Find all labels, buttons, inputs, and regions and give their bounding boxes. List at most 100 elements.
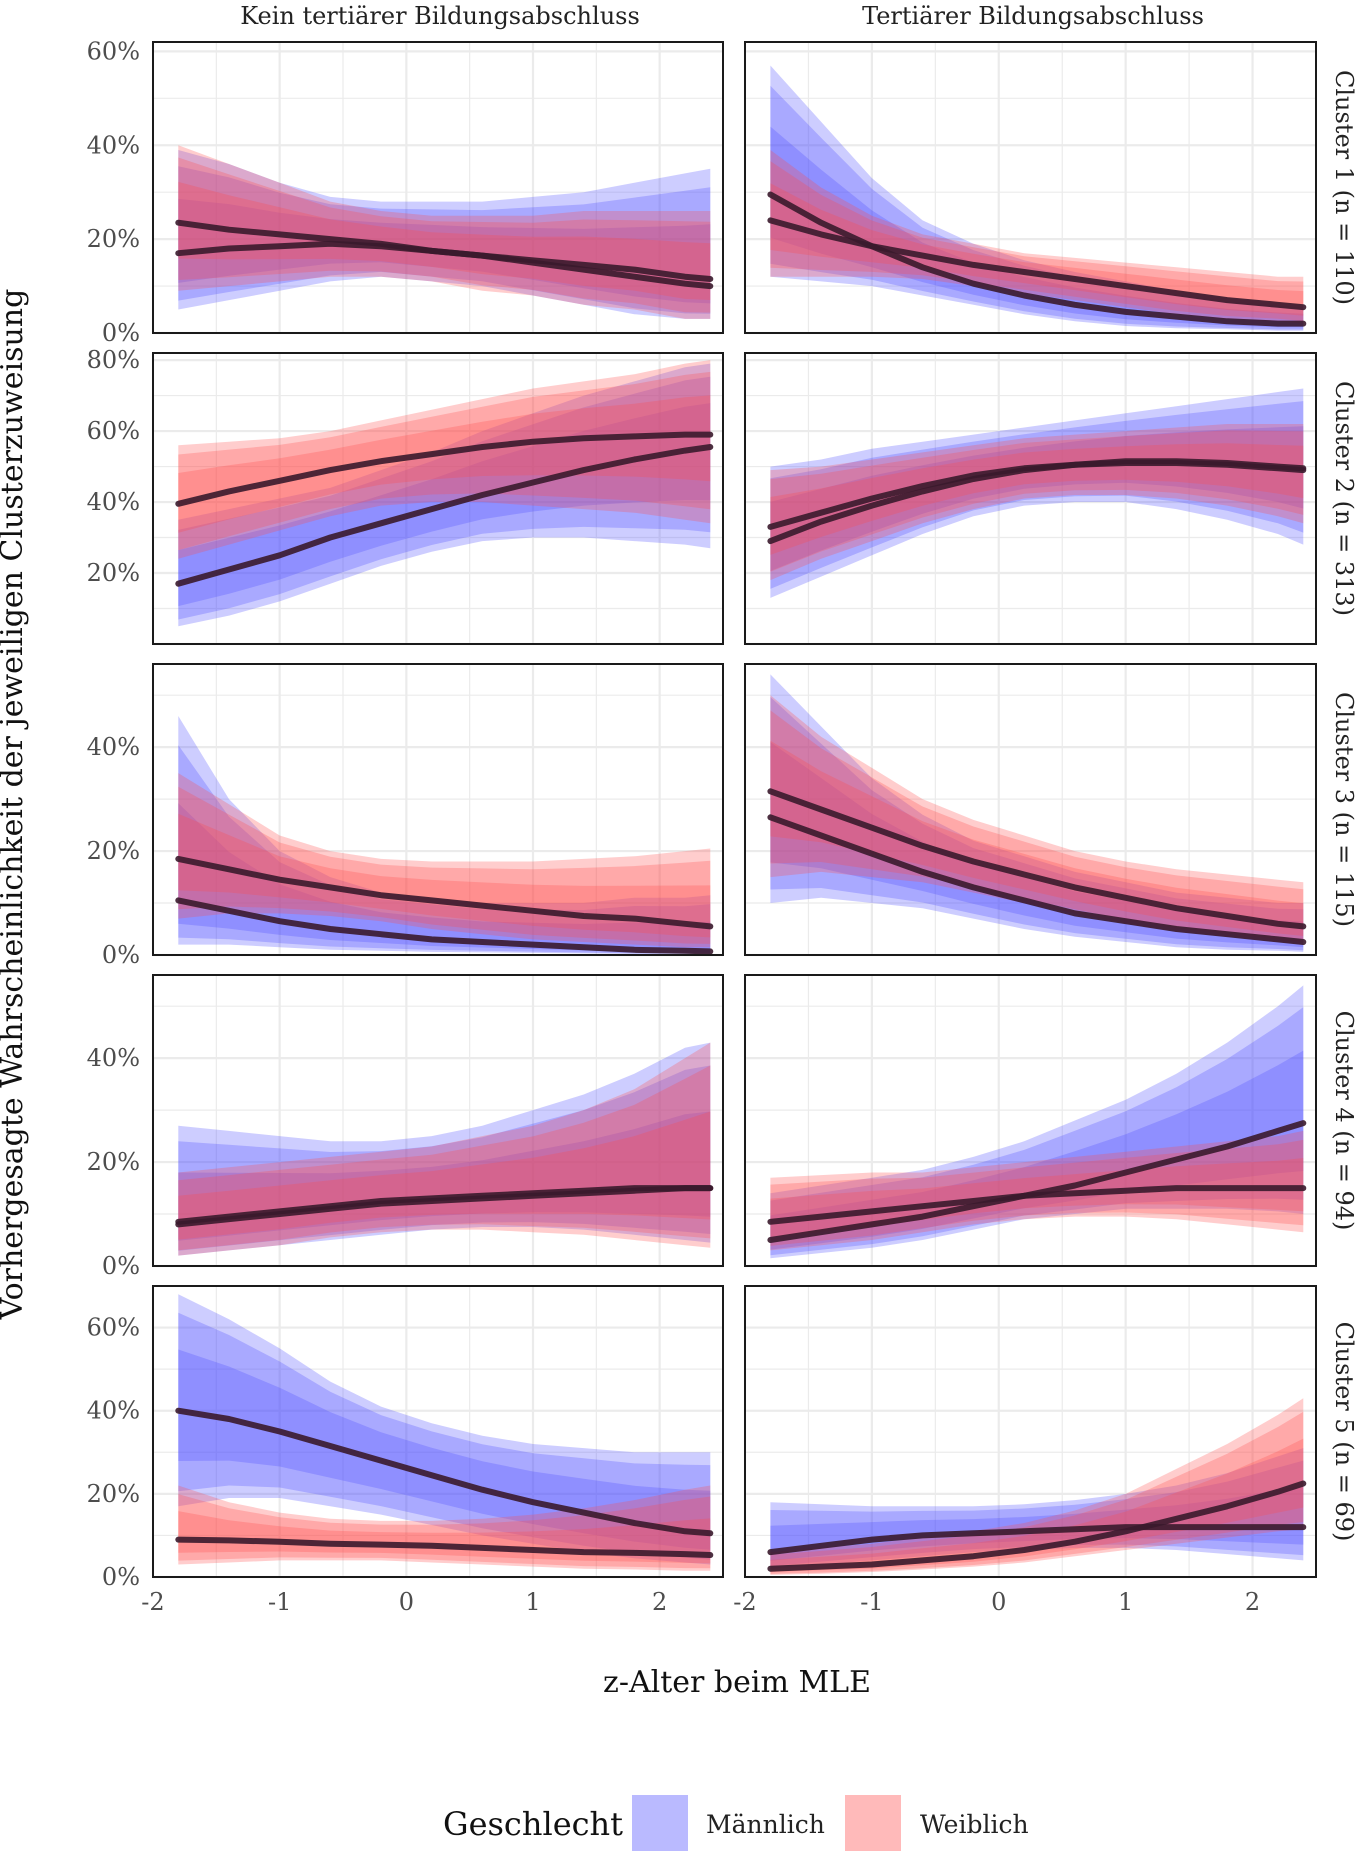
x-tick-label: 1 (525, 1588, 540, 1616)
line-weiblich (175, 1536, 714, 1558)
band-m-nnlich-80 (178, 745, 711, 954)
y-tick-label: 20% (87, 225, 140, 253)
panel-r4-c1: 0% 20% 40% (87, 974, 724, 1280)
panel-border (744, 974, 1317, 1267)
band-m-nnlich-95 (178, 1042, 711, 1256)
y-tick-label: 40% (87, 1044, 140, 1072)
plot-area (175, 360, 714, 627)
band-m-nnlich-80 (770, 697, 1304, 951)
y-tick-label: 0% (102, 1563, 140, 1591)
plot-area (767, 985, 1307, 1259)
y-tick-label: 80% (87, 346, 140, 374)
legend-label-maennlich: Männlich (706, 1810, 825, 1839)
plot-area (175, 1294, 714, 1571)
band-weiblich-80 (770, 710, 1304, 942)
line-weiblich (175, 1185, 714, 1225)
x-tick-label: 0 (399, 1588, 414, 1616)
panel-border (744, 663, 1317, 956)
legend-title: Geschlecht (443, 1805, 623, 1843)
band-m-nnlich-80 (178, 1065, 711, 1251)
plot-area (175, 716, 714, 955)
band-m-nnlich-50 (770, 126, 1304, 328)
band-weiblich-80 (770, 1411, 1304, 1574)
y-tick-label: 20% (87, 837, 140, 865)
row-strip-cluster-2: Cluster 2 (n = 313) (1330, 381, 1358, 616)
panel-border (152, 352, 724, 645)
line-m-nnlich (175, 444, 714, 587)
band-m-nnlich-80 (770, 85, 1304, 330)
column-strips: Kein tertiärer Bildungsabschluss Tertiär… (240, 2, 1204, 30)
x-tick-labels: -2 -1 0 1 2 -2 -1 0 1 2 (141, 1588, 1260, 1616)
band-m-nnlich-80 (770, 1007, 1304, 1256)
line-m-nnlich (175, 1407, 714, 1537)
y-tick-label: 40% (87, 488, 140, 516)
x-tick-label: 2 (1245, 1588, 1260, 1616)
panel-border (152, 663, 724, 956)
y-tick-label: 40% (87, 131, 140, 159)
band-m-nnlich-95 (178, 716, 711, 954)
legend-key-weiblich (845, 1795, 901, 1851)
band-weiblich-95 (770, 695, 1304, 945)
gridlines (743, 664, 1317, 957)
panel-border (152, 974, 724, 1267)
band-weiblich-50 (770, 740, 1304, 936)
band-m-nnlich-95 (770, 65, 1304, 331)
line-weiblich (767, 1185, 1307, 1225)
y-tick-label: 0% (102, 941, 140, 969)
x-tick-label: 0 (991, 1588, 1006, 1616)
band-weiblich-50 (770, 443, 1304, 555)
panel-border (744, 41, 1317, 334)
band-m-nnlich-80 (770, 401, 1304, 589)
column-strip-no-tertiary: Kein tertiärer Bildungsabschluss (240, 2, 640, 30)
band-weiblich-80 (178, 786, 711, 944)
row-strip-cluster-1: Cluster 1 (n = 110) (1330, 70, 1358, 305)
y-tick-label: 20% (87, 1480, 140, 1508)
plot-area (767, 388, 1307, 598)
panel-r5-c1: 0% 20% 40% 60% (87, 1285, 724, 1591)
line-m-nnlich (767, 1120, 1307, 1243)
x-tick-label: -1 (860, 1588, 883, 1616)
band-m-nnlich-95 (770, 388, 1304, 598)
plot-area (767, 1398, 1307, 1575)
y-tick-label: 60% (87, 417, 140, 445)
x-tick-label: 1 (1118, 1588, 1133, 1616)
band-m-nnlich-80 (178, 166, 711, 314)
panel-border (152, 1285, 724, 1578)
y-tick-label: 20% (87, 1148, 140, 1176)
row-strip-cluster-5: Cluster 5 (n = 69) (1330, 1322, 1358, 1542)
y-axis-label: Vorhergesagte Wahrscheinlichkeit der jew… (0, 289, 30, 1321)
line-weiblich (175, 219, 714, 282)
band-weiblich-95 (178, 360, 711, 559)
panels: 0% 20% 40% 60% Cluster 1 (n = 110) 20% 40% 60% 8… (87, 37, 1358, 1591)
panel-r2-c1: 20% 40% 60% 80% (87, 346, 724, 646)
band-m-nnlich-95 (178, 363, 711, 627)
band-weiblich-50 (770, 183, 1304, 316)
y-tick-label: 40% (87, 733, 140, 761)
band-m-nnlich-50 (770, 1050, 1304, 1250)
plot-area (767, 65, 1307, 331)
line-weiblich (175, 431, 714, 507)
plot-area (767, 674, 1307, 952)
panel-r4-c2 (743, 974, 1317, 1268)
band-weiblich-80 (178, 371, 711, 551)
x-axis-label: z-Alter beim MLE (603, 1665, 871, 1700)
band-m-nnlich-95 (770, 674, 1304, 952)
band-m-nnlich-95 (178, 150, 711, 319)
column-strip-tertiary: Tertiärer Bildungsabschluss (862, 2, 1204, 30)
band-m-nnlich-95 (178, 1294, 711, 1565)
line-weiblich (175, 855, 714, 930)
band-weiblich-95 (178, 773, 711, 948)
band-weiblich-95 (770, 1398, 1304, 1575)
band-weiblich-80 (178, 157, 711, 313)
row-strip-cluster-4: Cluster 4 (n = 94) (1330, 1011, 1358, 1231)
x-tick-label: -2 (733, 1588, 756, 1616)
row-strip-cluster-3: Cluster 3 (n = 115) (1330, 692, 1358, 927)
line-m-nnlich (767, 814, 1307, 945)
band-weiblich-50 (178, 395, 711, 533)
band-m-nnlich-50 (178, 1349, 711, 1550)
y-tick-label: 20% (87, 559, 140, 587)
x-tick-label: 2 (652, 1588, 667, 1616)
band-weiblich-80 (178, 1065, 711, 1251)
band-weiblich-95 (178, 1042, 711, 1256)
band-weiblich-50 (178, 813, 711, 938)
